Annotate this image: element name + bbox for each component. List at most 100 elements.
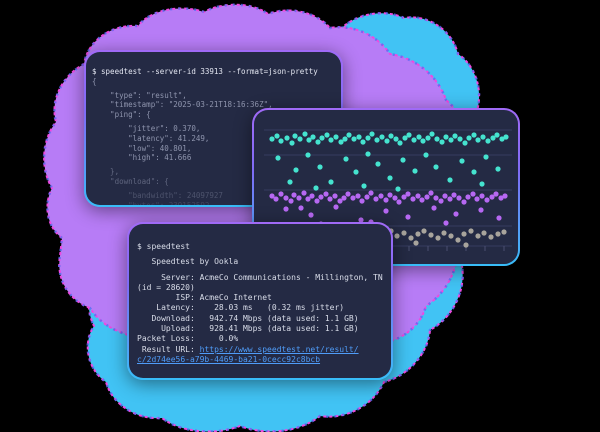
terminal-text: "jitter": 0.370, (92, 123, 201, 133)
terminal-line: Packet Loss: 0.0% (137, 334, 385, 344)
chart-dot-series-teal (343, 156, 349, 162)
chart-dot-series-teal (395, 186, 401, 192)
chart-dot-series-teal (306, 137, 312, 143)
command-text: $ speedtest (137, 242, 190, 251)
chart-dot-series-purple (278, 191, 284, 197)
terminal-text: "latency": 41.249, (92, 133, 210, 143)
chart-dot-series-purple (383, 208, 389, 214)
command-text: $ speedtest --server-id 33913 --format=j… (92, 67, 318, 76)
chart-dot-series-teal (351, 136, 357, 142)
chart-dot-series-teal (360, 139, 366, 145)
chart-dot-series-purple (350, 195, 356, 201)
terminal-text: (id = 28620) (137, 282, 195, 292)
chart-dot-series-teal (462, 140, 468, 146)
chart-dot-series-teal (447, 177, 453, 183)
chart-dot-series-gray (468, 228, 474, 234)
chart-dot-series-purple (309, 193, 315, 199)
chart-dot-series-purple (470, 191, 476, 197)
chart-dot-series-purple (337, 198, 343, 204)
result-url-link[interactable]: https://www.speedtest.net/result/ (199, 344, 359, 354)
chart-dot-series-teal (448, 137, 454, 143)
chart-dot-series-teal (411, 137, 417, 143)
terminal-line: "latency": 41.249, (92, 134, 337, 144)
chart-dot-series-purple (419, 197, 425, 203)
chart-dot-series-teal (361, 183, 367, 189)
chart-dot-series-purple (478, 207, 484, 213)
chart-dot-series-gray (501, 229, 507, 235)
chart-dot-series-purple (392, 195, 398, 201)
chart-dot-series-purple (484, 197, 490, 203)
chart-dot-series-purple (493, 191, 499, 197)
chart-dot-series-gray (394, 233, 400, 239)
chart-dot-series-purple (465, 194, 471, 200)
chart-dot-series-purple (451, 192, 457, 198)
terminal-line: "low": 40.801, (92, 144, 337, 154)
terminal-text: "timestamp": "2025-03-21T18:16:36Z", (92, 100, 273, 110)
chart-dot-series-purple (489, 194, 495, 200)
chart-dot-series-purple (431, 205, 437, 211)
chart-dot-series-teal (319, 135, 325, 141)
chart-dot-series-teal (503, 134, 509, 140)
terminal-line: "high": 41.666 (92, 153, 337, 163)
chart-dot-series-purple (368, 190, 374, 196)
chart-dot-series-gray (408, 235, 414, 241)
chart-dot-series-purple (424, 194, 430, 200)
chart-dot-series-teal (457, 136, 463, 142)
chart-dot-series-teal (317, 164, 323, 170)
chart-dot-series-teal (293, 167, 299, 173)
chart-dot-series-teal (338, 139, 344, 145)
chart-dot-series-gray (401, 230, 407, 236)
chart-dot-series-gray (421, 228, 427, 234)
terminal-line: "type": "result", (92, 91, 337, 101)
chart-dot-series-purple (378, 193, 384, 199)
chart-dot-series-gray (413, 240, 419, 246)
chart-dot-series-gray (441, 230, 447, 236)
chart-dot-series-teal (324, 132, 330, 138)
terminal-line: Speedtest by Ookla (137, 257, 385, 267)
chart-dot-series-teal (315, 139, 321, 145)
terminal-line: $ speedtest --server-id 33913 --format=j… (92, 67, 337, 77)
chart-dot-series-teal (305, 152, 311, 158)
chart-dot-series-teal (495, 166, 501, 172)
chart-dot-series-gray (495, 231, 501, 237)
chart-dot-series-teal (356, 134, 362, 140)
chart-dot-series-purple (502, 193, 508, 199)
chart-dot-series-teal (353, 169, 359, 175)
terminal-text: }, (92, 167, 120, 177)
chart-dot-series-gray (435, 235, 441, 241)
chart-dot-series-teal (479, 181, 485, 187)
chart-dot-series-purple (332, 193, 338, 199)
chart-dot-series-purple (428, 190, 434, 196)
chart-dot-series-purple (273, 196, 279, 202)
chart-dot-series-teal (374, 137, 380, 143)
chart-dot-series-teal (423, 152, 429, 158)
chart-dot-series-purple (415, 193, 421, 199)
result-url-link[interactable]: c/2d74ee56-a79b-4469-ba21-0cecc92c8bcb (137, 354, 321, 364)
chart-dot-series-teal (485, 138, 491, 144)
terminal-line: ISP: AcmeCo Internet (137, 293, 385, 303)
terminal-text: Latency: 28.03 ms (0.32 ms jitter) (137, 303, 345, 313)
chart-dot-series-purple (327, 196, 333, 202)
terminal-text: "type": "result", (92, 90, 187, 100)
chart-dot-series-teal (412, 168, 418, 174)
chart-dot-series-teal (302, 131, 308, 137)
terminal-line: c/2d74ee56-a79b-4469-ba21-0cecc92c8bcb (137, 355, 385, 365)
chart-dot-series-teal (328, 137, 334, 143)
chart-dot-series-teal (292, 133, 298, 139)
terminal-text: Upload: 928.41 Mbps (data used: 1.1 GB) (137, 324, 359, 334)
chart-dot-series-teal (384, 138, 390, 144)
chart-dot-series-purple (291, 192, 297, 198)
chart-dot-series-purple (383, 197, 389, 203)
chart-dot-series-purple (410, 196, 416, 202)
chart-dot-series-purple (301, 190, 307, 196)
terminal-text: "low": 40.801, (92, 143, 192, 153)
chart-dot-series-teal (297, 136, 303, 142)
chart-dot-series-gray (448, 233, 454, 239)
chart-dot-series-teal (400, 157, 406, 163)
chart-dot-series-purple (479, 193, 485, 199)
chart-dot-series-gray (488, 234, 494, 240)
chart-dot-series-purple (318, 194, 324, 200)
chart-dot-series-teal (310, 134, 316, 140)
chart-dot-series-gray (455, 237, 461, 243)
